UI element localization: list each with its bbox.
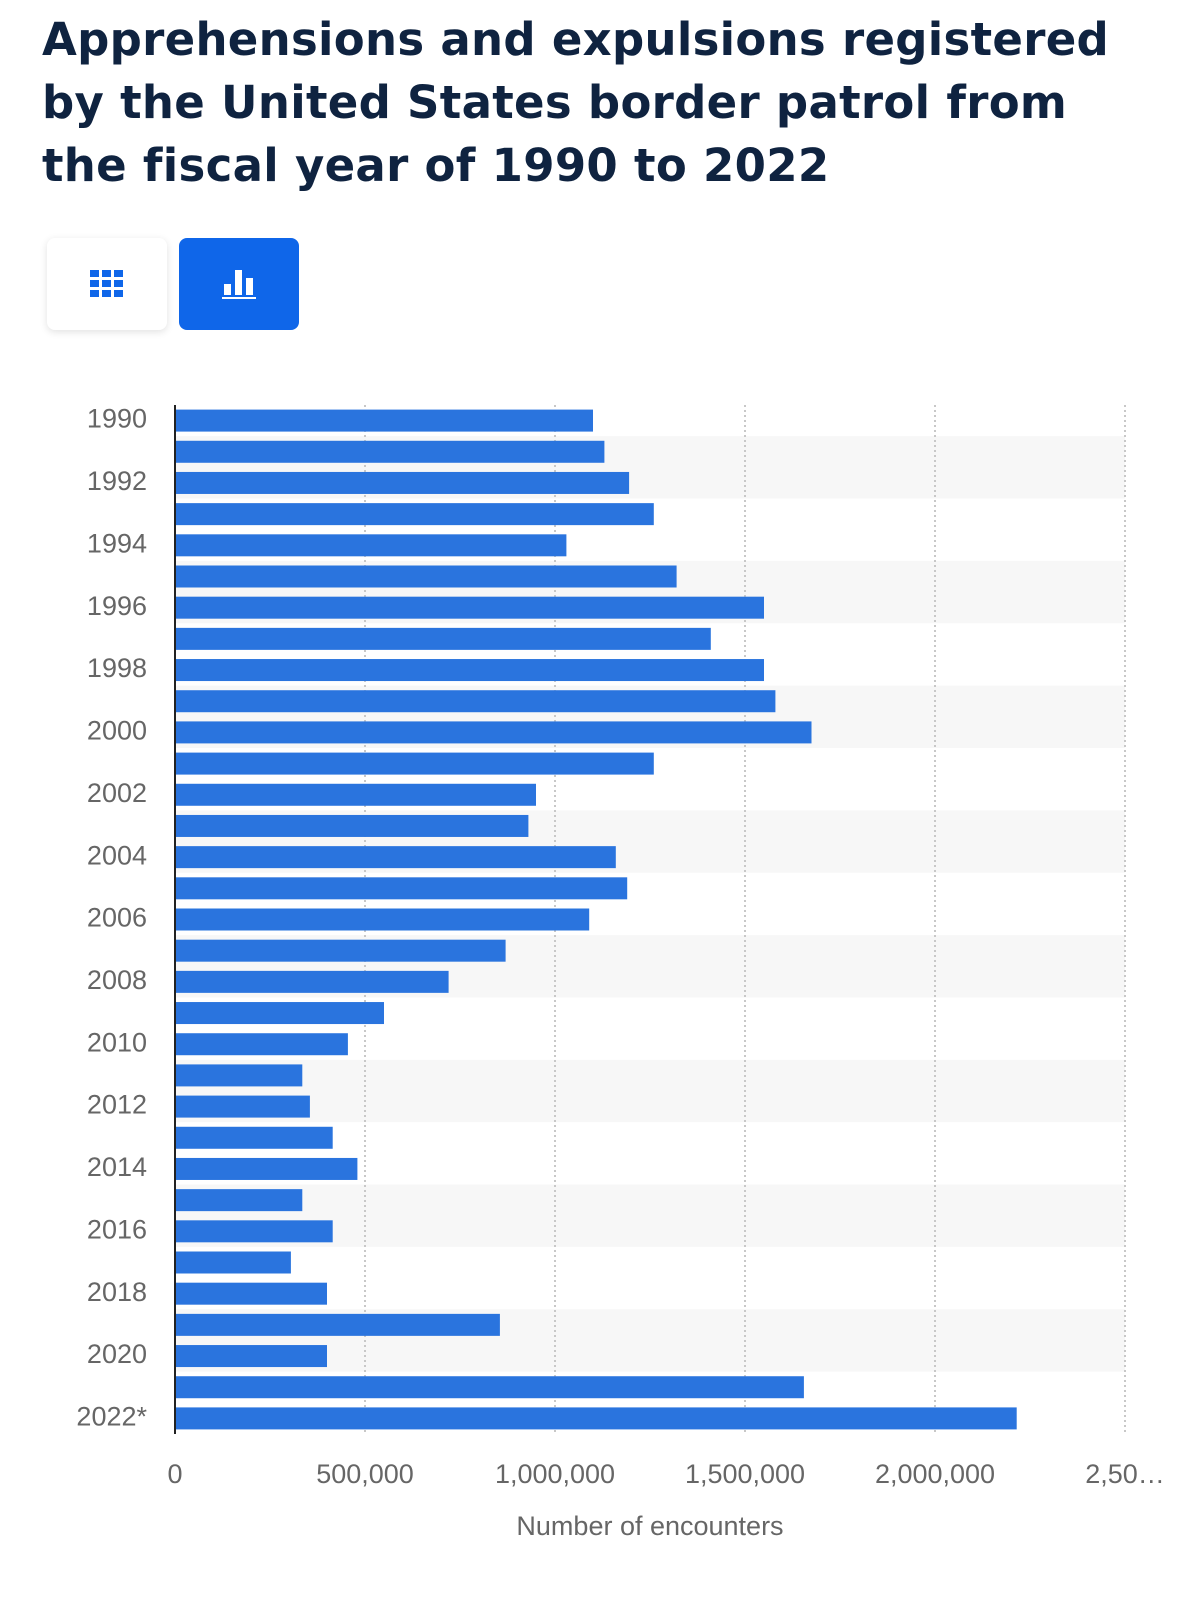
bar: [175, 534, 567, 557]
bar: [175, 565, 677, 588]
chart-view-button[interactable]: [179, 238, 299, 330]
bar: [175, 1407, 1017, 1430]
bar: [175, 1345, 327, 1368]
bar: [175, 1126, 333, 1149]
y-tick-label: 2004: [87, 840, 147, 870]
y-tick-label: 1996: [87, 591, 147, 621]
x-tick-label: 500,000: [316, 1459, 414, 1489]
y-tick-label: 1992: [87, 466, 147, 496]
bar: [175, 409, 593, 432]
chart-title: Apprehensions and expulsions registered …: [42, 13, 1110, 192]
bar: [175, 1033, 348, 1056]
bar: [175, 783, 536, 806]
bar: [175, 596, 764, 619]
y-tick-label: 2010: [87, 1027, 147, 1057]
y-tick-label: 2012: [87, 1090, 147, 1120]
y-tick-label: 2020: [87, 1339, 147, 1369]
x-tick-label: 1,000,000: [495, 1459, 615, 1489]
y-tick-label: 1998: [87, 653, 147, 683]
bar: [175, 846, 616, 869]
bar: [175, 877, 628, 900]
bar: [175, 1002, 384, 1025]
row-band: [175, 1184, 1125, 1247]
y-tick-label: 2014: [87, 1152, 147, 1182]
bar: [175, 659, 764, 682]
bar: [175, 627, 711, 650]
bar: [175, 970, 449, 993]
bar: [175, 1095, 310, 1118]
bar: [175, 471, 630, 494]
x-tick-label: 2,000,000: [875, 1459, 995, 1489]
y-tick-label: 1990: [87, 404, 147, 434]
table-icon: [90, 270, 123, 297]
bar: [175, 814, 529, 837]
bar: [175, 1282, 327, 1305]
bar: [175, 440, 605, 463]
y-tick-label: 2018: [87, 1277, 147, 1307]
bar: [175, 690, 776, 713]
bar: [175, 1251, 291, 1274]
bar: [175, 1157, 358, 1180]
x-tick-label: 2,50…: [1085, 1459, 1165, 1489]
row-band: [175, 1059, 1125, 1123]
chart-icon: [222, 270, 256, 299]
bar: [175, 1189, 303, 1212]
y-tick-label: 1994: [87, 528, 147, 558]
bar: [175, 1220, 333, 1243]
y-tick-label: 2016: [87, 1214, 147, 1244]
table-view-button[interactable]: [47, 238, 167, 330]
bar: [175, 1313, 500, 1336]
y-tick-label: 2002: [87, 778, 147, 808]
bar: [175, 752, 654, 775]
y-tick-label: 2000: [87, 716, 147, 746]
bar: [175, 503, 654, 526]
bar: [175, 721, 812, 744]
bar: [175, 939, 506, 962]
y-tick-label: 2006: [87, 903, 147, 933]
y-tick-label: 2022*: [76, 1402, 147, 1432]
y-tick-label: 2008: [87, 965, 147, 995]
x-tick-label: 1,500,000: [685, 1459, 805, 1489]
x-tick-label: 0: [167, 1459, 182, 1489]
bar: [175, 1376, 804, 1399]
x-axis-title: Number of encounters: [516, 1511, 783, 1541]
bar: [175, 1064, 303, 1087]
bar: [175, 908, 590, 931]
